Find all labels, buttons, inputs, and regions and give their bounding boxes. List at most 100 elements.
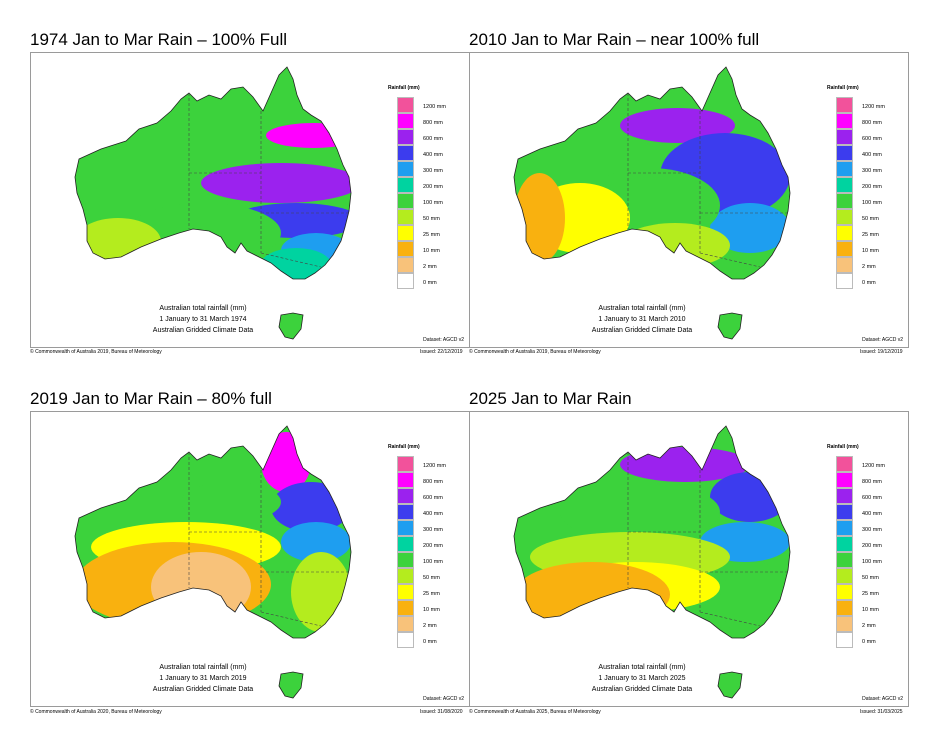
rainfall-band	[181, 482, 281, 522]
panel-title: 2019 Jan to Mar Rain – 80% full	[30, 389, 272, 408]
rainfall-band	[261, 248, 331, 281]
legend-swatch	[397, 568, 414, 584]
rainfall-band	[710, 203, 790, 253]
caption-line: Australian total rainfall (mm)	[598, 664, 686, 671]
issued-date: Issued: 19/12/2019	[860, 349, 903, 355]
australia-rainfall-map	[74, 66, 352, 340]
legend-swatch	[397, 273, 414, 289]
rainfall-band	[266, 123, 351, 148]
legend-label: 2 mm	[862, 264, 876, 270]
legend-swatch	[836, 193, 853, 209]
legend-swatch	[836, 456, 853, 472]
legend-label: 200 mm	[862, 543, 882, 549]
state-border	[260, 252, 322, 268]
caption-line: Australian Gridded Climate Data	[152, 686, 254, 693]
legend-label: 0 mm	[862, 639, 876, 645]
legend-label: 300 mm	[423, 527, 443, 533]
legend-label: 200 mm	[862, 184, 882, 190]
legend-title: Rainfall (mm)	[827, 444, 859, 450]
legend-swatch	[397, 177, 414, 193]
legend-swatch	[836, 257, 853, 273]
legend-swatch	[836, 616, 853, 632]
rainfall-bands	[75, 67, 351, 339]
rainfall-band	[75, 218, 161, 265]
legend-title: Rainfall (mm)	[388, 85, 420, 91]
legend-swatch	[836, 632, 853, 648]
legend-swatch	[397, 161, 414, 177]
legend-label: 300 mm	[423, 168, 443, 174]
dataset-label: Dataset: AGCD v2	[862, 696, 903, 702]
legend-swatch	[397, 257, 414, 273]
legend-label: 25 mm	[423, 591, 440, 597]
legend-label: 200 mm	[423, 184, 443, 190]
legend-label: 800 mm	[423, 120, 443, 126]
legend-label: 10 mm	[862, 248, 879, 254]
rainfall-bands	[514, 67, 790, 339]
legend-swatch	[836, 273, 853, 289]
rainfall-band	[201, 163, 351, 203]
legend-label: 600 mm	[862, 495, 882, 501]
legend-swatch	[397, 520, 414, 536]
legend-label: 800 mm	[423, 479, 443, 485]
legend-label: 600 mm	[862, 136, 882, 142]
legend-label: 2 mm	[423, 623, 437, 629]
legend-swatch	[397, 145, 414, 161]
legend-title: Rainfall (mm)	[827, 85, 859, 91]
legend-swatch	[836, 568, 853, 584]
caption-line: 1 January to 31 March 2010	[598, 316, 686, 323]
legend-swatch	[397, 552, 414, 568]
legend-label: 400 mm	[423, 152, 443, 158]
legend-label: 800 mm	[862, 120, 882, 126]
legend-label: 25 mm	[862, 591, 879, 597]
legend-label: 25 mm	[862, 232, 879, 238]
legend-label: 25 mm	[423, 232, 440, 238]
legend-swatch	[397, 193, 414, 209]
rainfall-bands	[75, 426, 351, 698]
legend-swatch	[836, 177, 853, 193]
legend-swatch	[836, 536, 853, 552]
legend-label: 10 mm	[862, 607, 879, 613]
legend-label: 200 mm	[423, 543, 443, 549]
legend-swatch	[397, 241, 414, 257]
legend-title: Rainfall (mm)	[388, 444, 420, 450]
caption-line: Australian Gridded Climate Data	[591, 327, 693, 334]
copyright-text: © Commonwealth of Australia 2019, Bureau…	[469, 349, 601, 355]
legend-label: 600 mm	[423, 495, 443, 501]
legend-swatch	[397, 536, 414, 552]
caption-line: 1 January to 31 March 2025	[598, 675, 686, 682]
legend-swatch	[397, 209, 414, 225]
legend-label: 300 mm	[862, 168, 882, 174]
dataset-label: Dataset: AGCD v2	[423, 337, 464, 343]
panel-title: 2025 Jan to Mar Rain	[469, 389, 632, 408]
panel-title: 2010 Jan to Mar Rain – near 100% full	[469, 30, 760, 49]
legend-swatch	[836, 97, 853, 113]
legend-swatch	[397, 129, 414, 145]
australia-rainfall-map	[513, 425, 791, 699]
legend-swatch	[836, 552, 853, 568]
legend-label: 1200 mm	[862, 463, 885, 469]
dataset-label: Dataset: AGCD v2	[423, 696, 464, 702]
rainfall-band	[291, 552, 351, 632]
legend-label: 400 mm	[862, 152, 882, 158]
rainfall-band	[281, 522, 351, 562]
coastline	[278, 671, 304, 699]
legend-label: 50 mm	[423, 575, 440, 581]
rainfall-band	[710, 472, 790, 522]
australia-rainfall-map	[74, 425, 352, 699]
legend-swatch	[397, 600, 414, 616]
legend-swatch	[397, 472, 414, 488]
rainfall-band	[514, 562, 670, 627]
legend-swatch	[836, 504, 853, 520]
legend-swatch	[836, 209, 853, 225]
legend-label: 400 mm	[862, 511, 882, 517]
rainfall-band	[514, 173, 565, 263]
legend-label: 400 mm	[423, 511, 443, 517]
copyright-text: © Commonwealth of Australia 2025, Bureau…	[469, 709, 601, 715]
legend-label: 0 mm	[423, 280, 437, 286]
legend-swatch	[397, 97, 414, 113]
coastline	[74, 425, 352, 639]
caption-line: Australian Gridded Climate Data	[152, 327, 254, 334]
caption-line: Australian total rainfall (mm)	[159, 664, 247, 671]
legend-swatch	[836, 241, 853, 257]
legend-swatch	[397, 584, 414, 600]
